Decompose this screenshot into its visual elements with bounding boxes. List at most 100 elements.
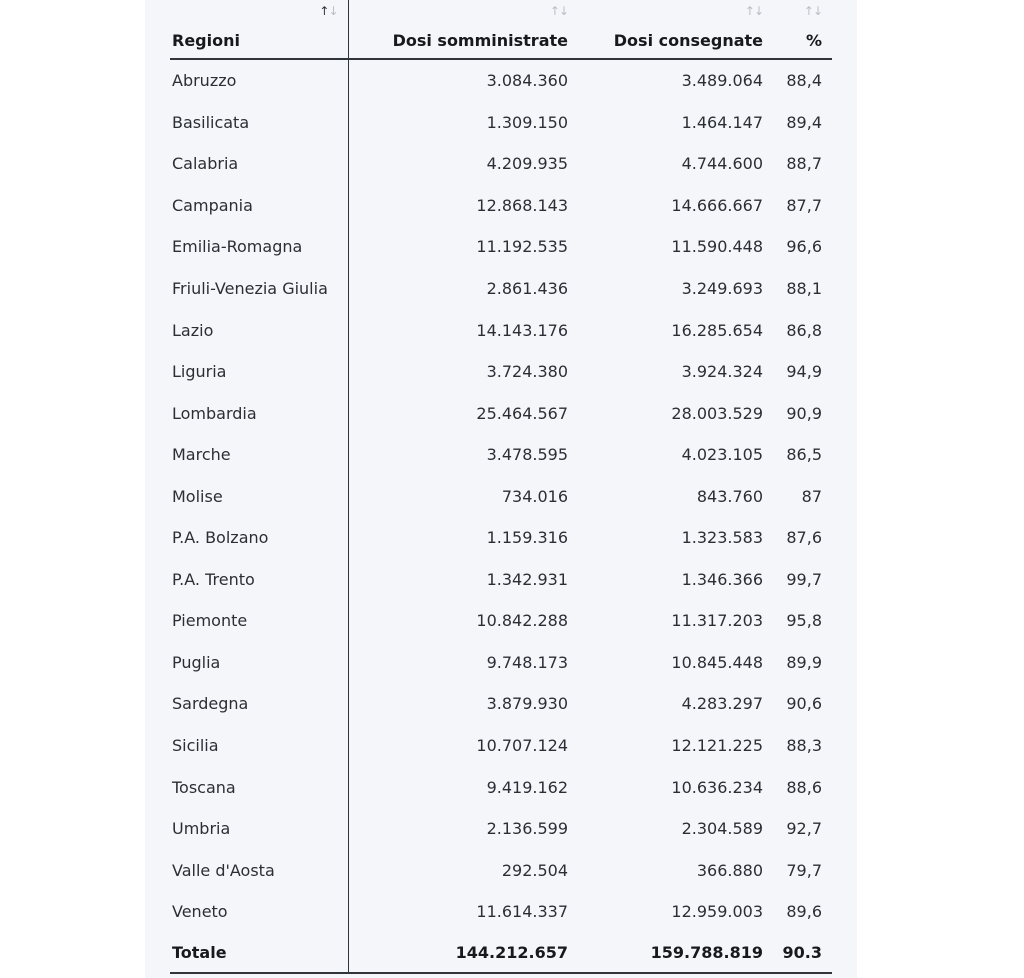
table-row: P.A. Trento 1.342.931 1.346.366 99,7 bbox=[170, 558, 832, 601]
cell-region: Friuli-Venezia Giulia bbox=[170, 267, 349, 310]
cell-region: Valle d'Aosta bbox=[170, 849, 349, 891]
cell-dosi-somministrate: 292.504 bbox=[501, 860, 568, 880]
cell-dosi-consegnate: 16.285.654 bbox=[671, 320, 763, 340]
cell-percent: 99,7 bbox=[786, 569, 822, 589]
cell-percent: 96,6 bbox=[786, 237, 822, 257]
sort-icon[interactable]: ↑↓ bbox=[744, 4, 764, 18]
cell-dosi-consegnate: 2.304.589 bbox=[681, 819, 763, 839]
cell-percent: 89,6 bbox=[786, 902, 822, 922]
header-label: % bbox=[805, 31, 822, 50]
cell-percent: 86,5 bbox=[786, 445, 822, 465]
cell-dosi-consegnate: 4.283.297 bbox=[681, 694, 763, 714]
cell-region: P.A. Bolzano bbox=[170, 517, 349, 559]
cell-percent: 88,1 bbox=[786, 279, 822, 298]
header-label: Regioni bbox=[172, 31, 240, 50]
total-cell-dosi-consegnate: 159.788.819 bbox=[578, 932, 773, 975]
cell-region: Abruzzo bbox=[170, 59, 349, 102]
table-row: Campania 12.868.143 14.666.667 87,7 bbox=[170, 184, 832, 227]
table-row: Marche 3.478.595 4.023.105 86,5 bbox=[170, 433, 832, 476]
cell-dosi-consegnate: 4.023.105 bbox=[681, 445, 763, 465]
sort-icon[interactable]: ↑↓ bbox=[319, 4, 338, 18]
sort-icon[interactable]: ↑↓ bbox=[803, 4, 823, 18]
cell-dosi-somministrate: 2.861.436 bbox=[486, 279, 568, 298]
cell-dosi-somministrate: 2.136.599 bbox=[486, 819, 568, 839]
header-percent[interactable]: ↑↓ % bbox=[773, 0, 832, 60]
table-row: Lazio 14.143.176 16.285.654 86,8 bbox=[170, 309, 832, 351]
cell-region: Veneto bbox=[170, 890, 349, 933]
cell-percent: 79,7 bbox=[786, 860, 822, 880]
cell-region: Calabria bbox=[170, 143, 349, 185]
cell-dosi-somministrate: 3.478.595 bbox=[486, 445, 568, 465]
cell-percent: 87,7 bbox=[786, 195, 822, 215]
total-cell-percent: 90.3 bbox=[773, 932, 832, 975]
cell-region: Toscana bbox=[170, 766, 349, 808]
cell-dosi-consegnate: 1.323.583 bbox=[681, 528, 763, 548]
cell-dosi-somministrate: 11.614.337 bbox=[476, 902, 568, 922]
cell-dosi-somministrate: 1.159.316 bbox=[486, 528, 568, 548]
cell-dosi-somministrate: 11.192.535 bbox=[476, 237, 568, 257]
cell-percent: 95,8 bbox=[786, 611, 822, 631]
cell-percent: 92,7 bbox=[786, 819, 822, 839]
cell-region: Sardegna bbox=[170, 683, 349, 725]
cell-dosi-somministrate: 10.707.124 bbox=[476, 736, 568, 756]
header-label: Dosi consegnate bbox=[613, 31, 763, 50]
cell-dosi-consegnate: 12.959.003 bbox=[671, 902, 763, 922]
cell-dosi-consegnate: 4.744.600 bbox=[681, 154, 763, 174]
cell-percent: 86,8 bbox=[786, 320, 822, 340]
cell-dosi-somministrate: 1.342.931 bbox=[486, 569, 568, 589]
cell-dosi-consegnate: 10.636.234 bbox=[671, 777, 763, 797]
table-row: Veneto 11.614.337 12.959.003 89,6 bbox=[170, 890, 832, 933]
header-label: Dosi somministrate bbox=[392, 31, 568, 50]
regions-table: ↑↓ Regioni ↑↓ Dosi somministrate ↑↓ Dosi… bbox=[170, 0, 832, 975]
cell-region: Sicilia bbox=[170, 724, 349, 767]
cell-percent: 88,4 bbox=[786, 71, 822, 91]
cell-dosi-somministrate: 1.309.150 bbox=[486, 112, 568, 132]
cell-region: Umbria bbox=[170, 807, 349, 850]
cell-percent: 87 bbox=[801, 486, 822, 506]
cell-region: Basilicata bbox=[170, 101, 349, 144]
table-row: P.A. Bolzano 1.159.316 1.323.583 87,6 bbox=[170, 517, 832, 559]
cell-dosi-somministrate: 9.748.173 bbox=[486, 652, 568, 672]
table-row: Calabria 4.209.935 4.744.600 88,7 bbox=[170, 143, 832, 185]
cell-dosi-consegnate: 1.464.147 bbox=[681, 112, 763, 132]
cell-dosi-consegnate: 843.760 bbox=[696, 486, 763, 506]
cell-dosi-somministrate: 14.143.176 bbox=[476, 320, 568, 340]
header-regioni[interactable]: ↑↓ Regioni bbox=[170, 0, 349, 60]
table-row: Umbria 2.136.599 2.304.589 92,7 bbox=[170, 807, 832, 850]
table-row: Lombardia 25.464.567 28.003.529 90,9 bbox=[170, 392, 832, 434]
header-dosi-consegnate[interactable]: ↑↓ Dosi consegnate bbox=[578, 0, 773, 60]
total-cell-dosi-somministrate: 144.212.657 bbox=[348, 932, 578, 975]
total-cell-region: Totale bbox=[170, 932, 349, 975]
cell-dosi-consegnate: 3.489.064 bbox=[681, 71, 763, 91]
cell-percent: 88,7 bbox=[786, 154, 822, 174]
cell-percent: 90,9 bbox=[786, 403, 822, 423]
cell-region: Marche bbox=[170, 433, 349, 476]
table-row: Toscana 9.419.162 10.636.234 88,6 bbox=[170, 766, 832, 808]
sort-icon[interactable]: ↑↓ bbox=[549, 4, 569, 18]
header-dosi-somministrate[interactable]: ↑↓ Dosi somministrate bbox=[348, 0, 578, 60]
table-row: Liguria 3.724.380 3.924.324 94,9 bbox=[170, 350, 832, 393]
cell-dosi-somministrate: 10.842.288 bbox=[476, 611, 568, 631]
cell-percent: 87,6 bbox=[786, 528, 822, 548]
cell-dosi-consegnate: 14.666.667 bbox=[671, 195, 763, 215]
cell-region: Emilia-Romagna bbox=[170, 226, 349, 268]
table-row: Emilia-Romagna 11.192.535 11.590.448 96,6 bbox=[170, 226, 832, 268]
vaccine-table-panel: ↑↓ Regioni ↑↓ Dosi somministrate ↑↓ Dosi… bbox=[145, 0, 857, 978]
cell-dosi-somministrate: 9.419.162 bbox=[486, 777, 568, 797]
table-row: Puglia 9.748.173 10.845.448 89,9 bbox=[170, 641, 832, 684]
cell-dosi-consegnate: 1.346.366 bbox=[681, 569, 763, 589]
table-row: Sicilia 10.707.124 12.121.225 88,3 bbox=[170, 724, 832, 767]
cell-region: Molise bbox=[170, 475, 349, 518]
cell-region: Liguria bbox=[170, 350, 349, 393]
cell-dosi-somministrate: 734.016 bbox=[501, 486, 568, 506]
cell-percent: 90,6 bbox=[786, 694, 822, 714]
cell-region: Campania bbox=[170, 184, 349, 227]
cell-dosi-somministrate: 3.724.380 bbox=[486, 362, 568, 382]
cell-dosi-somministrate: 12.868.143 bbox=[476, 195, 568, 215]
table-row: Piemonte 10.842.288 11.317.203 95,8 bbox=[170, 600, 832, 642]
cell-region: Puglia bbox=[170, 641, 349, 684]
table-row: Molise 734.016 843.760 87 bbox=[170, 475, 832, 518]
cell-percent: 94,9 bbox=[786, 362, 822, 382]
table-row: Valle d'Aosta 292.504 366.880 79,7 bbox=[170, 849, 832, 891]
cell-percent: 88,3 bbox=[786, 736, 822, 756]
